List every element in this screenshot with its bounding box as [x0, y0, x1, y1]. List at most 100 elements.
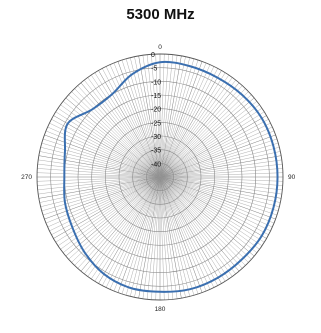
polar-spoke	[159, 61, 203, 178]
polar-ring	[118, 135, 202, 219]
angle-tick-label: 270	[21, 174, 32, 181]
radial-tick-labels: 0 -5 -10 -15 -20 -25 -30 -35 -40	[151, 52, 161, 168]
polar-spoke	[159, 147, 280, 178]
polar-spoke	[159, 64, 211, 178]
polar-spoke	[71, 91, 161, 178]
polar-spoke	[159, 101, 258, 178]
polar-spoke	[87, 176, 161, 277]
polar-spoke	[159, 176, 280, 207]
polar-ring	[91, 108, 229, 246]
polar-spoke	[159, 74, 229, 178]
radial-tick-label: -40	[151, 161, 161, 168]
polar-spoke	[159, 151, 281, 178]
polar-spoke	[109, 64, 161, 178]
polar-spoke	[87, 77, 161, 178]
polar-spoke	[94, 72, 161, 178]
polar-spoke	[102, 68, 161, 178]
polar-spoke	[37, 168, 161, 178]
polar-spoke	[55, 111, 161, 178]
polar-spoke	[159, 176, 199, 295]
polar-spoke	[159, 97, 255, 178]
polar-ring	[36, 53, 284, 301]
polar-spoke	[159, 155, 282, 178]
polar-spoke	[159, 176, 258, 253]
polar-spoke	[159, 176, 278, 216]
polar-spokes	[37, 54, 283, 300]
chart-title: 5300 MHz	[126, 6, 195, 23]
polar-spoke	[38, 159, 161, 178]
polar-spoke	[159, 88, 246, 178]
polar-spoke	[159, 176, 252, 260]
polar-spoke	[41, 142, 161, 178]
polar-spoke	[159, 119, 269, 178]
polar-spoke	[159, 176, 236, 275]
polar-spoke	[47, 176, 161, 228]
polar-spoke	[94, 176, 161, 282]
polar-spoke	[159, 176, 275, 224]
polar-spoke	[159, 176, 165, 300]
polar-spoke	[159, 77, 233, 178]
polar-spoke	[44, 134, 161, 178]
angle-tick-labels: 0 90 180 270	[21, 44, 295, 313]
polar-ring	[132, 149, 188, 205]
polar-ring	[50, 67, 270, 287]
polar-spoke	[159, 176, 263, 246]
polar-spoke	[159, 176, 276, 220]
polar-spoke	[159, 176, 215, 288]
polar-spoke	[155, 54, 161, 178]
polar-spoke	[159, 57, 190, 178]
polar-spoke	[42, 138, 161, 178]
polar-spoke	[159, 115, 267, 178]
polar-spoke	[37, 176, 161, 186]
polar-spoke	[159, 54, 174, 178]
polar-spoke	[80, 176, 161, 272]
angle-tick-label: 0	[158, 44, 162, 51]
polar-spoke	[159, 176, 211, 290]
polar-spoke	[105, 66, 161, 178]
polar-spoke	[117, 176, 161, 293]
angle-tick-label: 180	[155, 306, 166, 313]
polar-spoke	[37, 172, 161, 178]
polar-spoke	[159, 176, 222, 284]
polar-spoke	[105, 176, 161, 288]
polar-spoke	[55, 176, 161, 243]
polar-spoke	[53, 115, 161, 178]
polar-spoke	[142, 55, 161, 178]
polar-spoke	[134, 176, 161, 298]
polar-spoke	[146, 176, 161, 300]
polar-spoke	[84, 79, 161, 178]
polar-spoke	[159, 66, 215, 178]
polar-spoke	[159, 91, 249, 178]
polar-spoke	[159, 176, 178, 299]
radial-tick-label: -25	[151, 120, 161, 127]
polar-spoke	[159, 54, 165, 178]
polar-spoke	[159, 176, 186, 298]
polar-spoke	[113, 176, 161, 292]
polar-spoke	[38, 176, 161, 199]
polar-spoke	[159, 62, 207, 178]
polar-spoke	[60, 176, 161, 250]
polar-spoke	[53, 176, 161, 239]
polar-spoke	[91, 74, 161, 178]
polar-spoke	[159, 176, 249, 263]
polar-spoke	[159, 168, 283, 178]
polar-spoke	[159, 108, 263, 178]
polar-spoke	[38, 176, 161, 195]
polar-spoke	[98, 176, 161, 284]
polar-spoke	[159, 55, 182, 178]
radial-tick-label: -20	[151, 107, 161, 114]
polar-spoke	[62, 176, 161, 253]
polar-ring	[105, 122, 215, 232]
polar-spoke	[68, 94, 161, 178]
radial-tick-label: -10	[151, 79, 161, 86]
polar-spoke	[159, 122, 271, 178]
polar-spoke	[159, 176, 279, 212]
polar-spoke	[159, 176, 269, 235]
series-line	[63, 60, 279, 293]
polar-spoke	[130, 176, 161, 297]
polar-spoke	[102, 176, 161, 286]
polar-spoke	[49, 176, 161, 232]
polar-spoke	[42, 176, 161, 216]
polar-spoke	[159, 176, 283, 186]
polar-spoke	[65, 176, 161, 257]
